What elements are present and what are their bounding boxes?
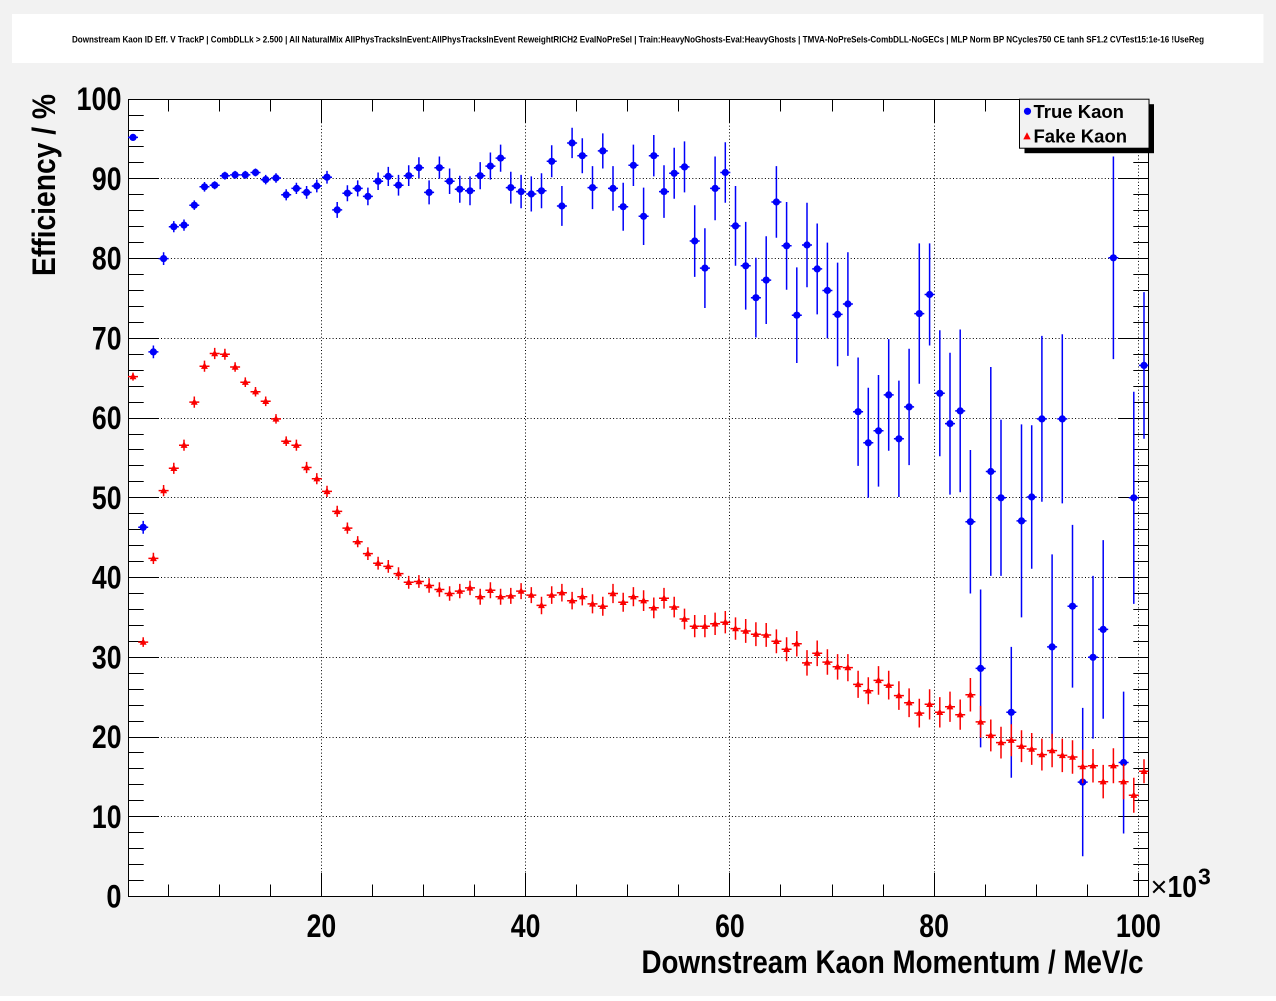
svg-text:30: 30	[92, 639, 122, 675]
svg-text:90: 90	[92, 161, 122, 197]
svg-text:3: 3	[1198, 864, 1211, 890]
svg-text:100: 100	[1116, 908, 1161, 944]
svg-text:True Kaon: True Kaon	[1034, 101, 1124, 122]
svg-text:80: 80	[92, 241, 122, 277]
svg-text:Efficiency / %: Efficiency / %	[26, 94, 62, 276]
svg-text:80: 80	[919, 908, 949, 944]
svg-text:40: 40	[92, 560, 122, 596]
svg-text:Downstream Kaon Momentum / MeV: Downstream Kaon Momentum / MeV/c	[642, 944, 1144, 980]
svg-text:10: 10	[92, 799, 122, 835]
svg-text:60: 60	[92, 400, 122, 436]
svg-text:0: 0	[106, 879, 121, 915]
svg-text:70: 70	[92, 320, 122, 356]
svg-text:60: 60	[715, 908, 745, 944]
svg-text:20: 20	[92, 719, 122, 755]
svg-text:10: 10	[1168, 869, 1198, 904]
svg-text:×: ×	[1151, 872, 1168, 904]
svg-text:Downstream Kaon ID Eff. V Trac: Downstream Kaon ID Eff. V TrackP | CombD…	[72, 34, 1204, 45]
svg-text:Fake Kaon: Fake Kaon	[1034, 125, 1128, 146]
svg-text:50: 50	[92, 480, 122, 516]
svg-text:20: 20	[307, 908, 337, 944]
svg-text:40: 40	[511, 908, 541, 944]
svg-text:100: 100	[77, 81, 122, 117]
